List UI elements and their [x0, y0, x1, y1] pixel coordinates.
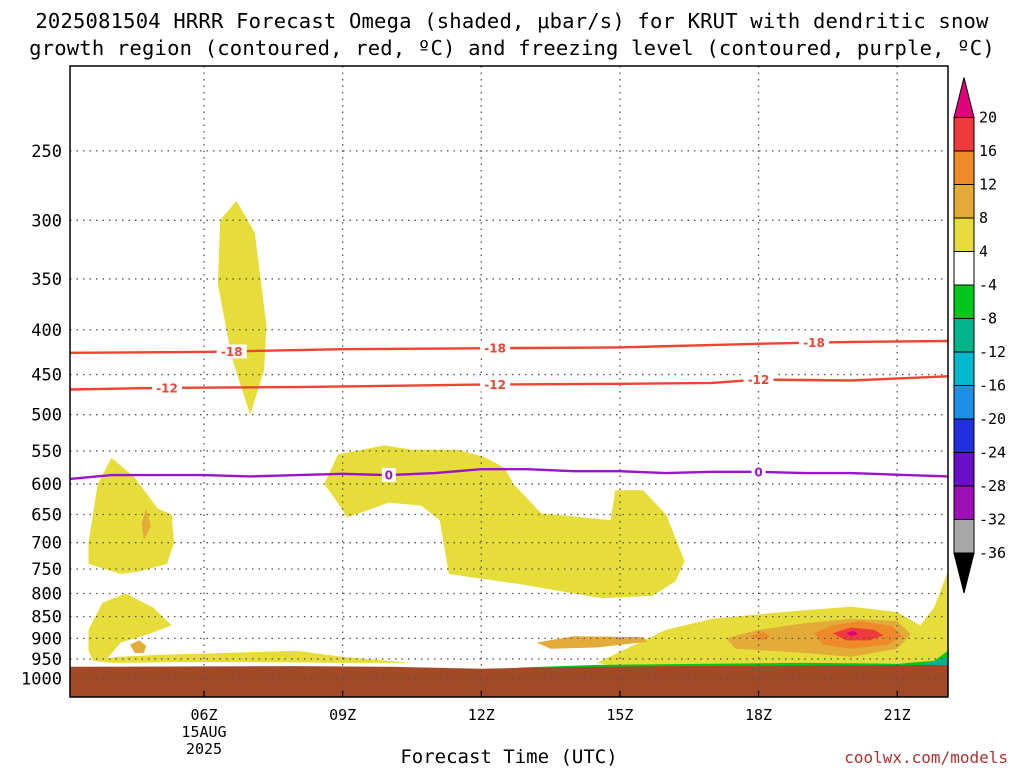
contour-label--12-2: -12: [748, 373, 770, 387]
y-tick-label-750: 750: [31, 560, 62, 580]
y-tick-label-300: 300: [31, 211, 62, 231]
plot-frame: [69, 65, 949, 698]
contour-label-bg-1-1: [480, 377, 511, 392]
terrain-layer: [70, 664, 948, 697]
contour-lines: -18 -18 -18 -12 -12 -12 0 0: [69, 335, 949, 483]
contour-label-0-1: 0: [754, 465, 762, 479]
y-axis: 2503003504004505005506006507007508008509…: [21, 142, 62, 690]
omega-region-4: [324, 445, 685, 599]
omega-region-0: [217, 200, 267, 415]
y-tick-label-350: 350: [31, 270, 62, 290]
y-tick-label-800: 800: [31, 585, 62, 605]
contour--12-line: [69, 375, 949, 391]
y-tick-label-400: 400: [31, 321, 62, 341]
colorbar: 20 16 12 8 4 -4 -8 -12 -16 -20 -24 -28 -32 -36: [953, 77, 1006, 594]
contour-label--12-1: -12: [484, 378, 506, 392]
x-tick-label-06Z: 06Z: [190, 706, 217, 724]
x-tick-label-15Z: 15Z: [606, 706, 633, 724]
omega-region-14: [518, 650, 948, 669]
contour-label--12-0: -12: [156, 381, 178, 395]
colorbar-box-10: [953, 452, 975, 487]
y-tick-label-250: 250: [31, 142, 62, 162]
contour-label--18-1: -18: [484, 342, 506, 356]
y-tick-label-600: 600: [31, 475, 62, 495]
omega-region-3: [93, 650, 412, 663]
colorbar-box-8: [953, 385, 975, 420]
contour-label-bg-0-0: [216, 344, 247, 359]
colorbar-label-2: 12: [979, 176, 997, 194]
colorbar-box-12: [953, 519, 975, 554]
x-tick-sublabel-1: 2025: [186, 740, 222, 758]
x-tick-label-09Z: 09Z: [329, 706, 356, 724]
contour-0-line: [69, 468, 949, 481]
colorbar-label-9: -20: [979, 410, 1006, 428]
chart-title-line-2: growth region (contoured, red, ºC) and f…: [29, 36, 995, 60]
y-tick-label-550: 550: [31, 442, 62, 462]
y-tick-label-700: 700: [31, 534, 62, 554]
y-tick-label-650: 650: [31, 506, 62, 526]
contour-label-bg-1-2: [743, 372, 774, 387]
contour-label-bg-1-0: [152, 380, 183, 395]
contour-label-0-0: 0: [385, 469, 393, 483]
colorbar-box-4: [953, 251, 975, 286]
grid-lines: [70, 66, 948, 697]
colorbar-label-0: 20: [979, 109, 997, 127]
contour-label-bg-0-2: [798, 335, 829, 350]
colorbar-label-6: -8: [979, 310, 997, 328]
colorbar-box-3: [953, 217, 975, 252]
chart-title: 2025081504 HRRR Forecast Omega (shaded, …: [0, 8, 1024, 62]
colorbar-box-0: [953, 117, 975, 152]
omega-region-11: [749, 631, 771, 641]
x-tick-sublabel-0: 15AUG: [181, 723, 226, 741]
colorbar-label-7: -12: [979, 343, 1006, 361]
contour-label-bg-2-1: [751, 464, 766, 479]
colorbar-label-11: -28: [979, 477, 1006, 495]
omega-region-12: [832, 627, 884, 641]
colorbar-box-9: [953, 418, 975, 453]
x-tick-label-18Z: 18Z: [745, 706, 772, 724]
colorbar-label-5: -4: [979, 276, 997, 294]
colorbar-box-6: [953, 318, 975, 353]
y-tick-label-1000: 1000: [21, 669, 62, 689]
contour-label--18-2: -18: [803, 336, 825, 350]
colorbar-label-1: 16: [979, 142, 997, 160]
colorbar-label-13: -36: [979, 544, 1006, 562]
colorbar-box-5: [953, 284, 975, 319]
y-tick-label-900: 900: [31, 629, 62, 649]
y-tick-label-500: 500: [31, 406, 62, 426]
colorbar-bottom-arrow: [953, 552, 975, 594]
contour-label-bg-0-1: [480, 341, 511, 356]
colorbar-box-7: [953, 351, 975, 386]
contour-label-bg-2-0: [381, 468, 396, 483]
terrain-fill: [70, 664, 948, 697]
x-tick-label-12Z: 12Z: [468, 706, 495, 724]
omega-region-9: [141, 508, 151, 540]
colorbar-box-1: [953, 150, 975, 185]
colorbar-box-11: [953, 485, 975, 520]
omega-region-13: [846, 630, 858, 637]
colorbar-box-2: [953, 184, 975, 219]
colorbar-label-3: 8: [979, 209, 988, 227]
y-tick-label-950: 950: [31, 650, 62, 670]
colorbar-label-10: -24: [979, 444, 1006, 462]
contour-label--18-0: -18: [221, 345, 243, 359]
colorbar-top-arrow: [953, 77, 975, 118]
x-axis-title: Forecast Time (UTC): [400, 746, 618, 768]
omega-region-1: [88, 457, 174, 574]
colorbar-label-4: 4: [979, 243, 988, 261]
omega-region-8: [130, 640, 147, 653]
y-tick-label-450: 450: [31, 366, 62, 386]
credit-link[interactable]: coolwx.com/models: [844, 748, 1008, 767]
y-tick-label-850: 850: [31, 608, 62, 628]
colorbar-label-8: -16: [979, 377, 1006, 395]
x-tick-label-21Z: 21Z: [884, 706, 911, 724]
colorbar-label-12: -32: [979, 511, 1006, 529]
chart-title-line-1: 2025081504 HRRR Forecast Omega (shaded, …: [35, 9, 989, 33]
omega-region-2: [88, 593, 172, 661]
